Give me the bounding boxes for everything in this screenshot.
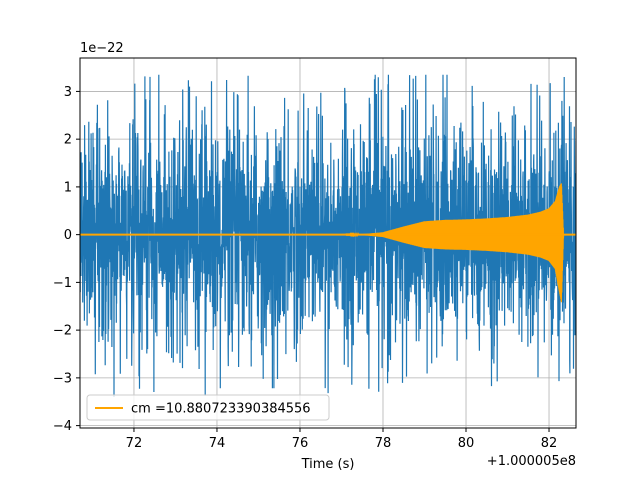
legend-label: cm =10.880723390384556: [131, 402, 311, 417]
x-tick-label: 76: [292, 436, 309, 451]
x-tick-label: 80: [458, 436, 475, 451]
x-tick-label: 78: [375, 436, 392, 451]
y-tick-label: −3: [53, 371, 72, 386]
x-tick-label: 82: [541, 436, 558, 451]
y-tick-label: 1: [64, 180, 72, 195]
noise-layer: [80, 74, 576, 397]
y-axis-ticks: −4 −3 −2 −1 0 1 2 3: [53, 85, 80, 434]
plot-frame: [79, 57, 577, 429]
plot-area: [80, 74, 576, 397]
chirp-layer: [80, 183, 576, 303]
y-tick-label: −2: [53, 324, 72, 339]
x-axis-ticks: 72 74 76 78 80 82: [126, 428, 558, 451]
x-axis-label: Time (s): [301, 457, 355, 472]
legend: cm =10.880723390384556: [86, 394, 330, 421]
y-tick-label: −4: [53, 419, 72, 434]
y-tick-label: −1: [53, 276, 72, 291]
y-tick-label: 2: [64, 133, 72, 148]
noise-series-line: [80, 74, 576, 397]
legend-box: [86, 394, 330, 421]
y-scale-label: 1e−22: [80, 41, 124, 56]
y-tick-label: 0: [64, 228, 72, 243]
x-tick-label: 72: [126, 436, 143, 451]
y-tick-label: 3: [64, 85, 72, 100]
x-offset-label: +1.000005e8: [487, 454, 576, 469]
x-tick-label: 74: [209, 436, 226, 451]
